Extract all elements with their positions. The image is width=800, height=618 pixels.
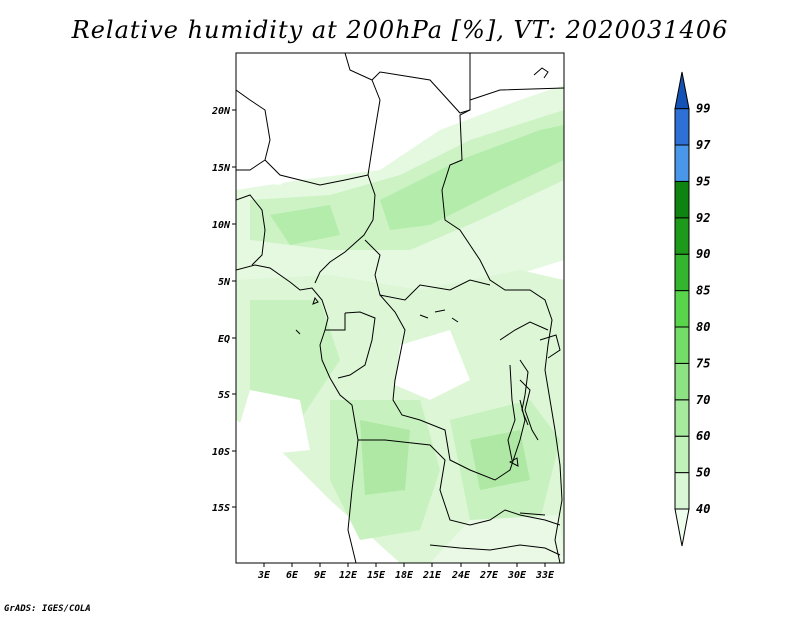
lat-axis [232,109,236,508]
humidity-field [236,53,564,563]
colorbar-label: 50 [696,466,710,480]
lat-tick-label: 15S [212,503,230,514]
colorbar-label: 95 [696,174,710,188]
colorbar-label: 85 [696,284,710,298]
colorbar-segment [674,71,690,110]
colorbar-segment [674,108,690,146]
lon-tick-label: 30E [507,570,527,581]
colorbar-label: 40 [696,502,710,516]
colorbar-label: 90 [696,247,710,261]
lat-tick-label: 10S [212,447,230,458]
lon-tick-label: 15E [367,570,386,581]
lon-tick-label: 21E [422,570,442,581]
colorbar-segment [674,472,690,510]
colorbar-label: 92 [696,211,710,225]
map-frame [235,52,565,564]
colorbar-segment [674,290,690,328]
colorbar-label: 70 [696,393,710,407]
lat-tick-label: 15N [212,163,231,174]
lat-tick-label: 5S [218,390,230,401]
colorbar-label: 75 [696,356,710,370]
grads-credit: GrADS: IGES/COLA [4,604,91,614]
lat-tick-label: EQ [218,334,230,345]
lon-tick-label: 24E [451,570,471,581]
lon-tick-label: 6E [286,570,299,581]
lat-tick-label: 10N [212,220,231,231]
country-borders [236,53,564,563]
colorbar-segment [674,326,690,364]
lon-axis [263,563,546,567]
colorbar-label: 97 [696,138,711,152]
colorbar-label: 60 [696,429,710,443]
lat-tick-label: 20N [211,106,231,117]
colorbar-segment [674,144,690,182]
colorbar: 40 50 60 70 75 80 85 90 92 95 97 99 [674,71,711,547]
lon-tick-label: 18E [395,570,414,581]
lon-tick-label: 3E [257,570,271,581]
colorbar-segment [674,217,690,255]
lon-tick-label: 12E [339,570,358,581]
lon-tick-label: 33E [535,570,555,581]
colorbar-segment [674,253,690,292]
colorbar-segment [674,180,690,219]
lat-tick-label: 5N [218,277,231,288]
colorbar-label: 99 [696,102,710,116]
lon-tick-label: 9E [314,570,327,581]
colorbar-segment [674,399,690,437]
map-title: Relative humidity at 200hPa [%], VT: 202… [71,16,729,44]
colorbar-label: 80 [696,320,710,334]
colorbar-segment [674,362,690,401]
colorbar-segment [674,508,690,547]
colorbar-segment [674,435,690,474]
lon-tick-label: 27E [479,570,499,581]
